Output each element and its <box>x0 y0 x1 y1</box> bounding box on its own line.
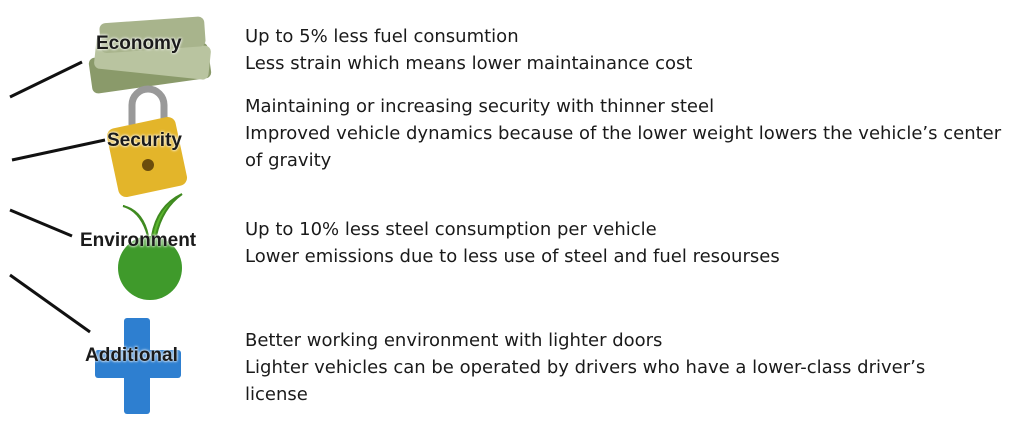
description-line: Improved vehicle dynamics because of the… <box>245 120 1005 174</box>
description-line: Up to 10% less steel consumption per veh… <box>245 216 1005 243</box>
connector <box>12 140 105 160</box>
description-line: Lighter vehicles can be operated by driv… <box>245 354 975 408</box>
description: Up to 5% less fuel consumtion Less strai… <box>245 23 1005 77</box>
connector <box>10 275 90 332</box>
description: Better working environment with lighter … <box>245 327 975 408</box>
money-icon <box>88 16 212 94</box>
description: Up to 10% less steel consumption per veh… <box>245 216 1005 270</box>
description: Maintaining or increasing security with … <box>245 93 1005 174</box>
icon-label: Additional <box>85 345 178 367</box>
description-line: Lower emissions due to less use of steel… <box>245 243 1005 270</box>
connectors <box>10 62 105 332</box>
description-line: Less strain which means lower maintainan… <box>245 50 1005 77</box>
icon-label: Security <box>107 130 182 152</box>
connector <box>10 210 72 236</box>
description-line: Up to 5% less fuel consumtion <box>245 23 1005 50</box>
connector <box>10 62 82 97</box>
icon-label: Environment <box>80 230 196 252</box>
icon-label: Economy <box>96 33 182 55</box>
slide: Economy Security Environment Additional … <box>0 0 1015 423</box>
description-line: Better working environment with lighter … <box>245 327 975 354</box>
description-line: Maintaining or increasing security with … <box>245 93 1005 120</box>
